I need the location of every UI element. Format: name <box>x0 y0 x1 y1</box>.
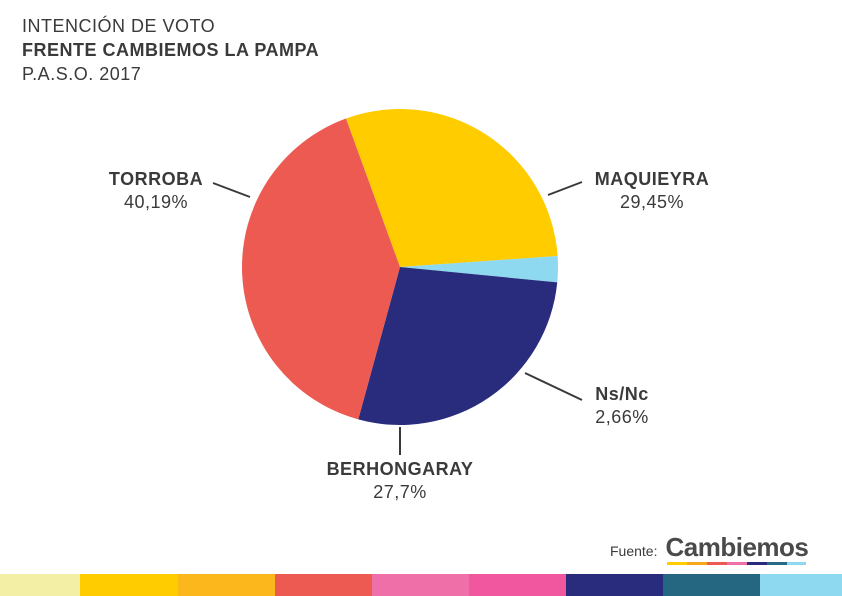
slice-name-label: Ns/Nc <box>595 384 649 404</box>
leader-lines <box>212 181 583 455</box>
chart-title: INTENCIÓN DE VOTO <box>22 16 216 36</box>
logo-bar-segment <box>667 562 688 565</box>
leader-line <box>547 181 583 196</box>
slice-value-label: 29,45% <box>620 192 684 212</box>
pie-slice-nsnc <box>400 256 558 283</box>
slice-name-label: MAQUIEYRA <box>595 169 710 189</box>
color-strip-segment <box>663 574 760 596</box>
color-strip-segment <box>178 574 275 596</box>
slice-value-label: 27,7% <box>373 482 427 502</box>
color-strip-segment <box>566 574 663 596</box>
pie-slice-berhongaray <box>358 267 558 425</box>
pie-slice-maquieyra <box>345 109 558 267</box>
chart-title-block: INTENCIÓN DE VOTO FRENTE CAMBIEMOS LA PA… <box>22 14 319 86</box>
pie-chart: MAQUIEYRA 29,45% Ns/Nc 2,66% BERHONGARAY 27,7… <box>109 109 709 502</box>
chart-caption: P.A.S.O. 2017 <box>22 64 142 84</box>
color-strip-footer <box>0 574 842 596</box>
slice-value-label: 2,66% <box>595 407 649 427</box>
color-strip-segment <box>372 574 469 596</box>
logo-bar-segment <box>786 562 807 565</box>
source-label: Fuente: <box>610 543 658 559</box>
logo-bar-segment <box>766 562 787 565</box>
slice-name-label: TORROBA <box>109 169 203 189</box>
slice-name-label: BERHONGARAY <box>327 459 474 479</box>
pie-slices <box>241 109 558 425</box>
leader-line <box>212 182 251 198</box>
chart-subtitle: FRENTE CAMBIEMOS LA PAMPA <box>22 40 320 60</box>
logo-bar-segment <box>746 562 767 565</box>
logo-bar-segment <box>707 562 728 565</box>
color-strip-segment <box>275 574 372 596</box>
logo-color-bar <box>667 562 807 565</box>
logo-bar-segment <box>727 562 747 565</box>
source-credit: Fuente: Cambiemos <box>610 532 809 565</box>
slice-labels: MAQUIEYRA 29,45% Ns/Nc 2,66% BERHONGARAY 27,7… <box>109 169 709 502</box>
slice-value-label: 40,19% <box>124 192 188 212</box>
leader-line <box>524 372 583 401</box>
logo-text: Cambiemos <box>665 532 809 562</box>
color-strip-segment <box>469 574 566 596</box>
cambiemos-logo: Cambiemos <box>665 532 809 565</box>
color-strip-segment <box>0 574 80 596</box>
logo-bar-segment <box>687 562 708 565</box>
color-strip-segment <box>80 574 178 596</box>
pie-slice-torroba <box>241 118 400 420</box>
color-strip-segment <box>760 574 842 596</box>
